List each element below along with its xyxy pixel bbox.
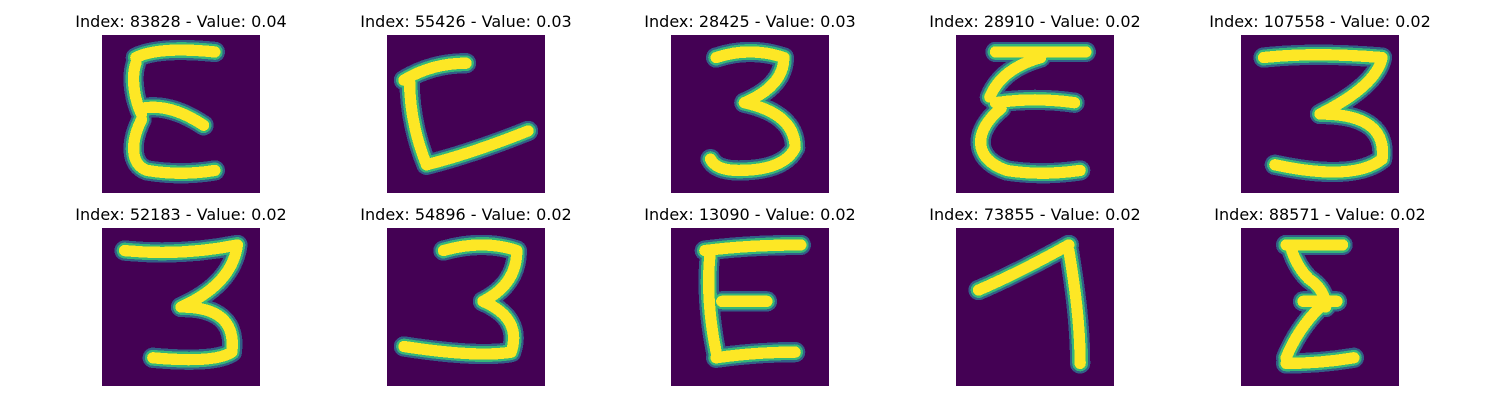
digit-image [102, 228, 260, 386]
digit-image [1241, 35, 1399, 193]
panel-title: Index: 88571 - Value: 0.02 [1214, 205, 1426, 224]
panel-title: Index: 52183 - Value: 0.02 [75, 205, 287, 224]
panel-title: Index: 13090 - Value: 0.02 [644, 205, 856, 224]
digit-glyph [1253, 44, 1393, 183]
panel-title: Index: 55426 - Value: 0.03 [360, 12, 572, 31]
digit-image [387, 35, 545, 193]
digit-image [387, 228, 545, 386]
digit-glyph [123, 39, 226, 184]
digit-image [102, 35, 260, 193]
digit-glyph [970, 41, 1096, 184]
digit-glyph [694, 234, 811, 368]
panel-title: Index: 28425 - Value: 0.03 [644, 12, 856, 31]
digit-glyph [1275, 234, 1365, 374]
digit-image [956, 228, 1114, 386]
panel-title: Index: 73855 - Value: 0.02 [929, 205, 1141, 224]
panel-title: Index: 28910 - Value: 0.02 [929, 12, 1141, 31]
panel-title: Index: 83828 - Value: 0.04 [75, 12, 287, 31]
panel-title: Index: 54896 - Value: 0.02 [360, 205, 572, 224]
digit-image [956, 35, 1114, 193]
digit-glyph [393, 234, 527, 365]
digit-image [671, 228, 829, 386]
digit-image [1241, 228, 1399, 386]
digit-glyph [700, 41, 806, 181]
digit-glyph [114, 234, 248, 370]
digit-image [671, 35, 829, 193]
digit-glyph [968, 234, 1091, 374]
panel-title: Index: 107558 - Value: 0.02 [1209, 12, 1431, 31]
digit-glyph [393, 53, 539, 175]
